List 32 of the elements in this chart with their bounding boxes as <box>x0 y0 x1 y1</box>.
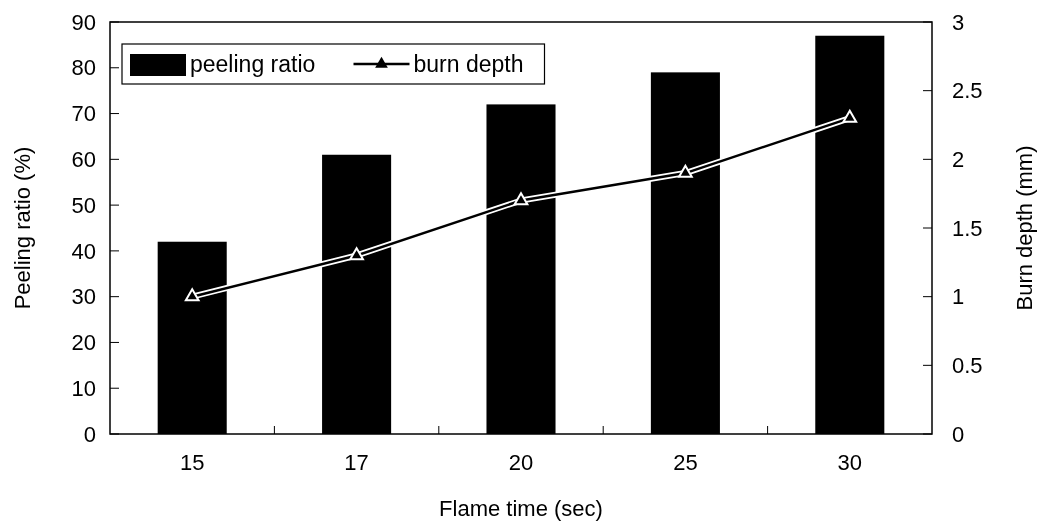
y-tick-label: 60 <box>71 147 96 173</box>
point <box>349 247 364 261</box>
y-tick-label: 0 <box>83 421 96 447</box>
legend-label: peeling ratio <box>190 51 316 77</box>
y-tick-label: 50 <box>71 192 96 218</box>
x-axis-title: Flame time (sec) <box>439 496 603 521</box>
y-tick-label: 80 <box>71 55 96 81</box>
y2-tick-label: 3 <box>952 9 965 35</box>
y-tick-label: 30 <box>71 284 96 310</box>
y-tick-label: 70 <box>71 101 96 127</box>
y2-tick-label: 1.5 <box>952 215 983 241</box>
x-tick-label: 20 <box>508 450 534 475</box>
y2-tick-label: 0 <box>952 421 965 447</box>
y-tick-label: 90 <box>71 9 96 35</box>
point <box>184 288 200 302</box>
legend-label: burn depth <box>413 51 524 77</box>
point <box>513 192 529 206</box>
x-tick-label: 30 <box>837 450 863 475</box>
point <box>842 109 858 123</box>
y2-tick-label: 1 <box>952 284 965 310</box>
x-tick-label: 17 <box>344 450 369 475</box>
y-tick-label: 20 <box>71 330 96 356</box>
x-tick-label: 15 <box>179 450 205 475</box>
y-tick-label: 10 <box>71 375 96 401</box>
x-tick-label: 25 <box>673 450 698 475</box>
point <box>678 164 693 178</box>
y2-axis-title: Burn depth (mm) <box>1012 145 1037 311</box>
y2-tick-label: 2.5 <box>952 78 983 104</box>
y2-tick-label: 0.5 <box>952 353 983 379</box>
y-tick-label: 40 <box>71 238 96 264</box>
y2-tick-label: 2 <box>952 147 965 173</box>
y-axis-title: Peeling ratio (%) <box>10 146 35 310</box>
